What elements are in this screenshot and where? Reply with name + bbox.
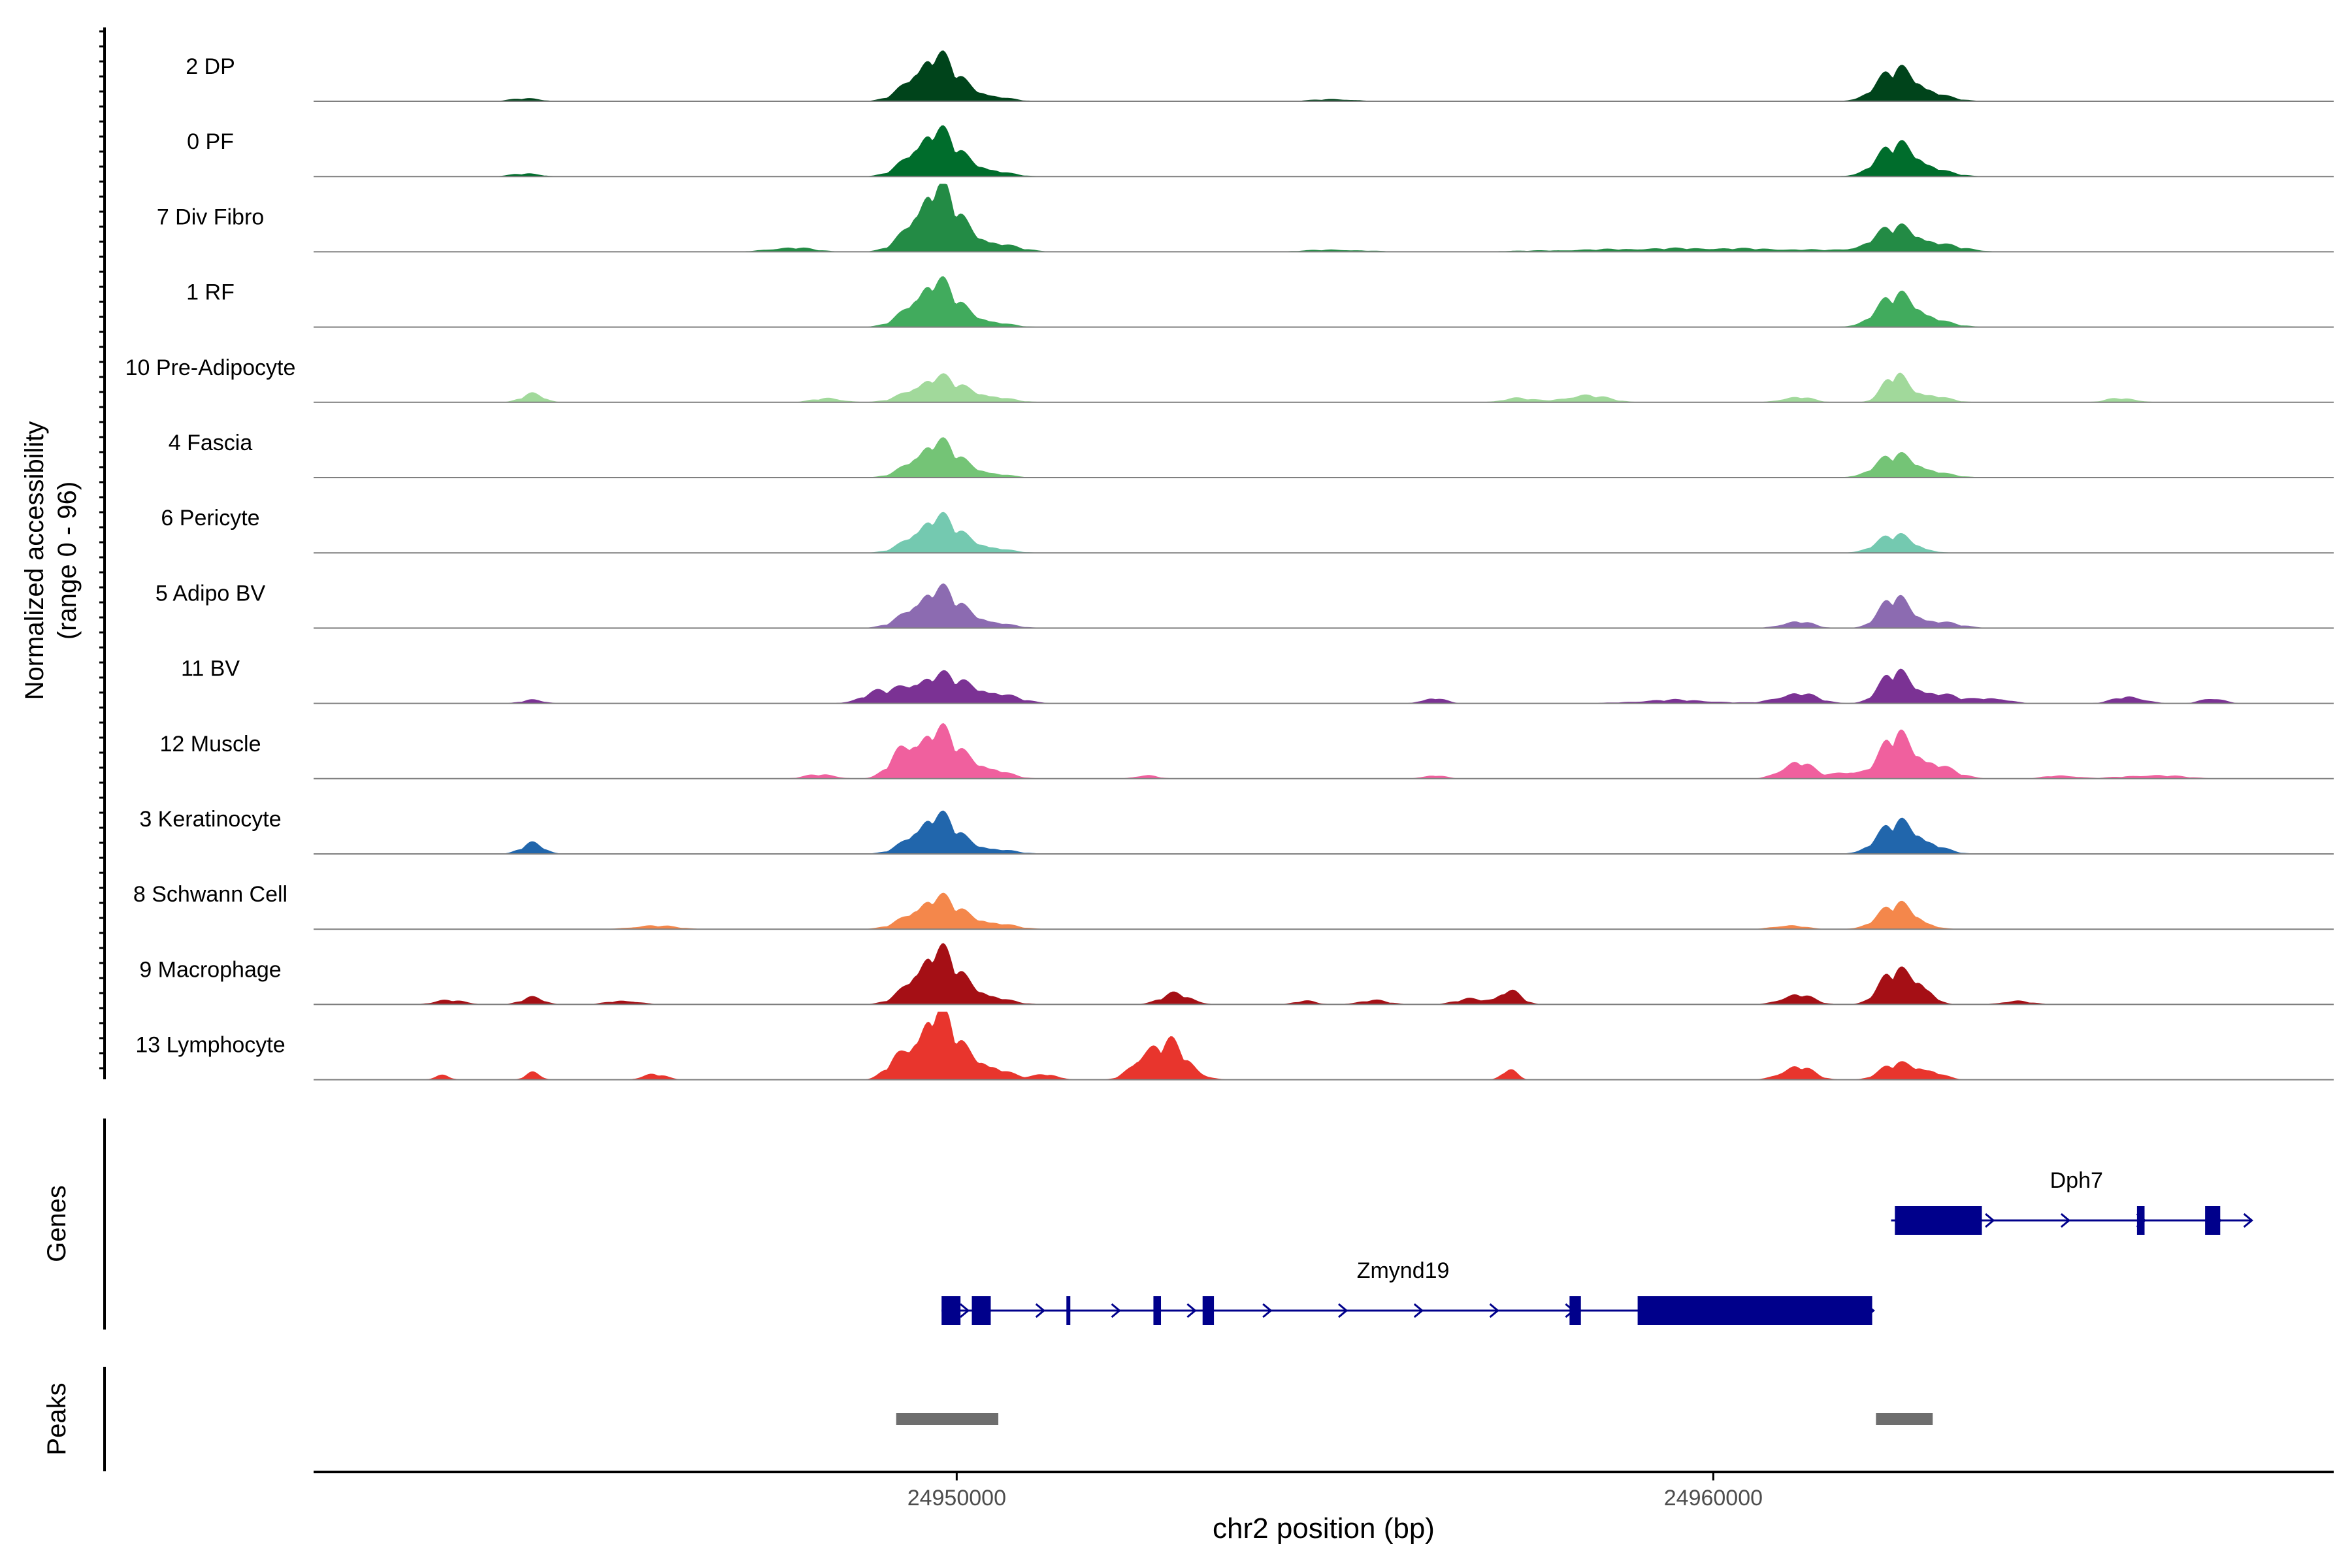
strand-arrow-icon xyxy=(1985,1213,1995,1228)
track-label: 4 Fascia xyxy=(169,431,253,455)
track-2: 0 PF xyxy=(187,125,2334,178)
track-4: 1 RF xyxy=(186,276,2334,328)
track-area xyxy=(314,892,2334,930)
strand-arrow-icon xyxy=(1035,1303,1046,1318)
track-1: 2 DP xyxy=(186,50,2334,102)
track-9: 11 BV xyxy=(181,657,2334,704)
accessibility-y-axis xyxy=(99,27,106,1079)
y-axis-label-line2: (range 0 - 96) xyxy=(53,482,82,640)
track-area xyxy=(314,1011,2334,1080)
track-label: 3 Keratinocyte xyxy=(139,807,281,832)
strand-arrow-icon xyxy=(1489,1303,1499,1318)
strand-arrow-icon xyxy=(959,1303,970,1318)
track-7: 6 Pericyte xyxy=(161,506,2334,554)
gene-label: Zmynd19 xyxy=(1357,1258,1450,1283)
track-label: 6 Pericyte xyxy=(161,506,259,531)
strand-arrow-icon xyxy=(1111,1303,1121,1318)
y-axis-label-line1: Normalized accessibility xyxy=(20,421,49,700)
strand-arrow-icon xyxy=(1413,1303,1424,1318)
peaks-panel: Peaks xyxy=(42,1367,1933,1471)
gene-exon xyxy=(1066,1296,1071,1325)
strand-arrow-icon xyxy=(2243,1213,2253,1228)
track-12: 8 Schwann Cell xyxy=(133,882,2334,930)
x-tick-label: 24960000 xyxy=(1664,1486,1763,1511)
x-tick-label: 24950000 xyxy=(907,1486,1006,1511)
track-14: 13 Lymphocyte xyxy=(135,1011,2334,1081)
track-area xyxy=(314,125,2334,177)
track-8: 5 Adipo BV xyxy=(155,581,2334,629)
gene-exon xyxy=(2205,1206,2221,1235)
track-area xyxy=(314,512,2334,553)
track-area xyxy=(314,276,2334,327)
track-area xyxy=(314,943,2334,1005)
track-area xyxy=(314,372,2334,402)
track-10: 12 Muscle xyxy=(160,723,2334,779)
strand-arrow-icon xyxy=(1262,1303,1273,1318)
track-label: 12 Muscle xyxy=(160,732,261,757)
gene-dph7: Dph7 xyxy=(1891,1168,2253,1235)
strand-arrow-icon xyxy=(1186,1303,1197,1318)
track-label: 5 Adipo BV xyxy=(155,581,266,606)
peaks-panel-label: Peaks xyxy=(42,1382,71,1455)
track-area xyxy=(314,50,2334,101)
track-area xyxy=(314,437,2334,478)
track-5: 10 Pre-Adipocyte xyxy=(125,355,2334,403)
track-label: 0 PF xyxy=(187,129,234,154)
gene-exon xyxy=(1569,1296,1581,1325)
track-label: 13 Lymphocyte xyxy=(135,1033,285,1058)
peak-region xyxy=(1876,1413,1933,1425)
track-label: 1 RF xyxy=(186,280,235,305)
genes-panel-label: Genes xyxy=(42,1185,71,1262)
x-axis-label: chr2 position (bp) xyxy=(1213,1512,1435,1544)
track-11: 3 Keratinocyte xyxy=(139,807,2334,855)
track-area xyxy=(314,668,2334,704)
track-label: 9 Macrophage xyxy=(139,957,281,982)
gene-exon xyxy=(972,1296,991,1325)
genes-panel: Genes Dph7 Zmynd19 xyxy=(42,1119,2253,1330)
accessibility-tracks: 2 DP 0 PF 7 Div Fibro 1 RF 10 Pre-Adipocyte 4… xyxy=(125,50,2334,1081)
track-area xyxy=(314,184,2334,252)
track-label: 7 Div Fibro xyxy=(157,204,264,229)
gene-exon xyxy=(1895,1206,1982,1235)
gene-exon xyxy=(2136,1206,2145,1235)
gene-label: Dph7 xyxy=(2050,1168,2103,1193)
x-axis: 24950000 24960000 xyxy=(314,1471,2334,1511)
strand-arrow-icon xyxy=(2060,1213,2071,1228)
track-area xyxy=(314,810,2334,854)
track-3: 7 Div Fibro xyxy=(157,184,2334,253)
gene-zmynd19: Zmynd19 xyxy=(941,1258,1875,1325)
gene-exon xyxy=(1202,1296,1215,1325)
gene-exon xyxy=(1153,1296,1162,1325)
track-area xyxy=(314,583,2334,629)
gene-exon xyxy=(941,1296,961,1325)
track-label: 10 Pre-Adipocyte xyxy=(125,355,296,380)
strand-arrow-icon xyxy=(1337,1303,1348,1318)
track-area xyxy=(314,723,2334,779)
track-label: 8 Schwann Cell xyxy=(133,882,287,907)
peak-region xyxy=(896,1413,999,1425)
track-label: 11 BV xyxy=(181,657,240,681)
track-6: 4 Fascia xyxy=(169,431,2334,478)
track-label: 2 DP xyxy=(186,54,235,79)
track-13: 9 Macrophage xyxy=(139,943,2334,1005)
gene-exon xyxy=(1637,1296,1872,1325)
